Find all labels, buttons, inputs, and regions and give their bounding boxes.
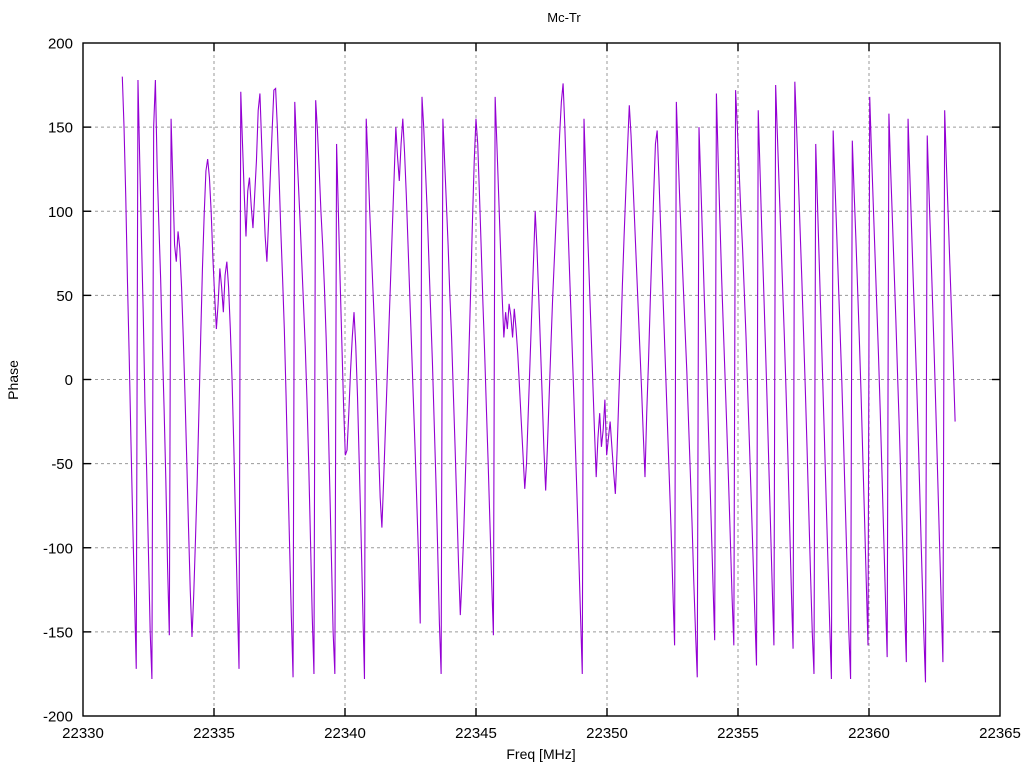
x-axis-tick-labels: 22330 22335 22340 22345 22350 22355 22360 22365 [62,725,1021,742]
x-tick-label: 22335 [193,725,235,742]
y-tick-label: -150 [43,624,73,641]
y-tick-label: 200 [48,36,73,53]
y-tick-label: 50 [56,288,73,305]
y-tick-label: 100 [48,204,73,221]
x-tick-label: 22350 [586,725,628,742]
tick-marks [83,43,1000,716]
plot-border [82,42,1001,717]
data-series-line [121,76,956,683]
data-series-group [121,76,956,683]
x-tick-label: 22360 [848,725,890,742]
y-tick-label: 150 [48,120,73,137]
x-tick-label: 22340 [324,725,366,742]
y-tick-label: -100 [43,540,73,557]
y-tick-label: -200 [43,709,73,726]
y-axis-label: Phase [5,360,21,400]
y-tick-label: 0 [65,372,73,389]
x-tick-label: 22355 [717,725,759,742]
y-axis-tick-labels: -200 -150 -100 -50 0 50 100 150 200 [43,36,73,726]
x-axis-label: Freq [MHz] [506,746,575,762]
x-tick-label: 22365 [979,725,1021,742]
x-tick-label: 22330 [62,725,104,742]
y-tick-label: -50 [51,456,73,473]
x-tick-label: 22345 [455,725,497,742]
chart-title: Mc-Tr [547,10,581,25]
